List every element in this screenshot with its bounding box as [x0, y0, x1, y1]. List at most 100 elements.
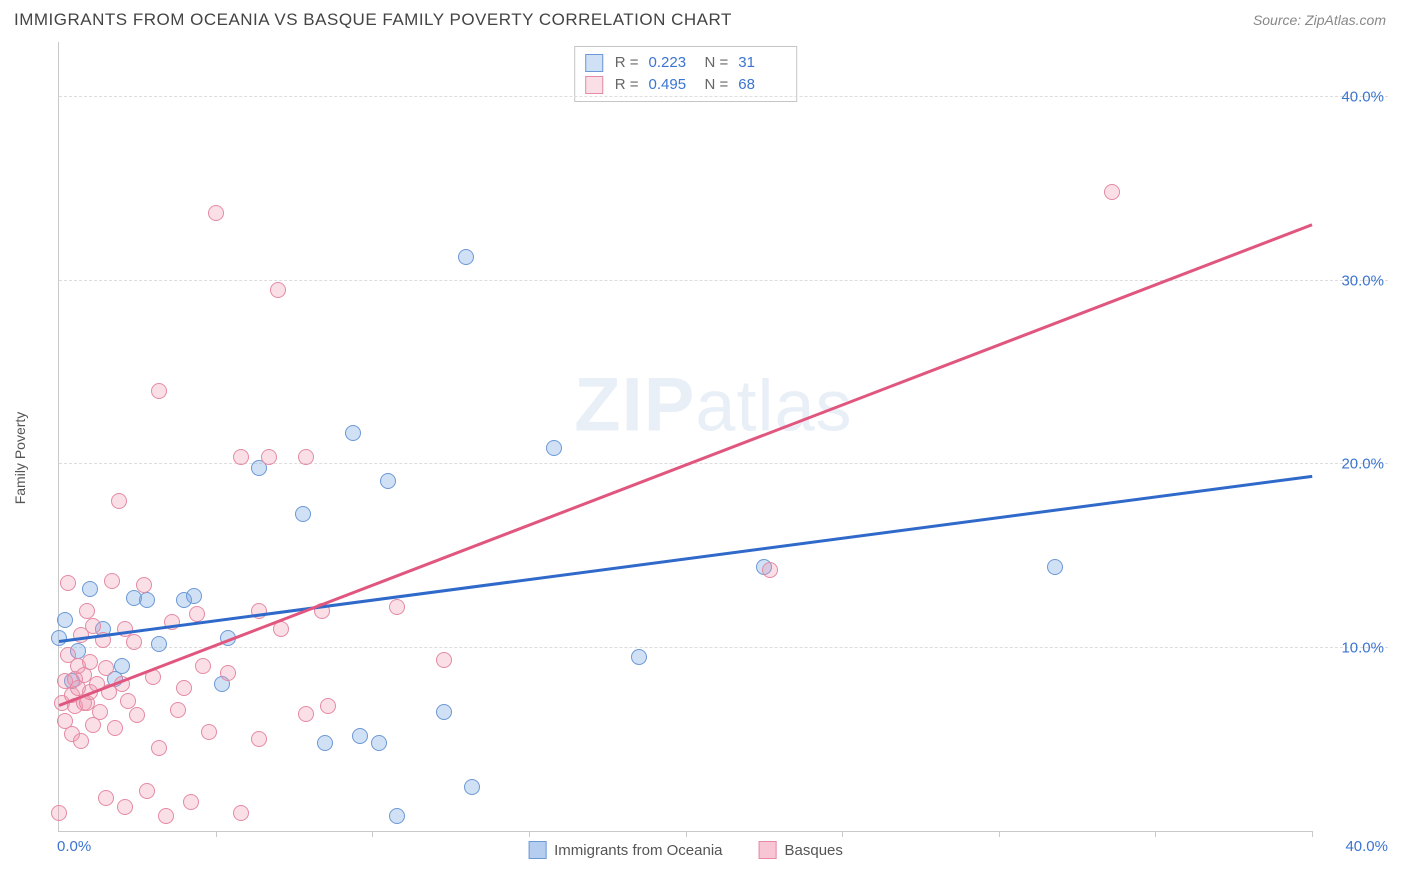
x-tick: [686, 831, 687, 837]
scatter-point-basques: [79, 603, 95, 619]
header: IMMIGRANTS FROM OCEANIA VS BASQUE FAMILY…: [0, 0, 1406, 36]
scatter-point-oceania: [546, 440, 562, 456]
scatter-point-oceania: [82, 581, 98, 597]
scatter-point-basques: [208, 205, 224, 221]
scatter-point-basques: [195, 658, 211, 674]
scatter-point-oceania: [436, 704, 452, 720]
scatter-point-basques: [117, 799, 133, 815]
scatter-point-basques: [126, 634, 142, 650]
scatter-point-basques: [320, 698, 336, 714]
y-axis-label: Family Poverty: [12, 412, 28, 505]
legend-label-basques: Basques: [785, 842, 843, 859]
legend-item-oceania: Immigrants from Oceania: [528, 841, 722, 859]
scatter-point-oceania: [352, 728, 368, 744]
x-tick: [216, 831, 217, 837]
scatter-point-basques: [436, 652, 452, 668]
scatter-point-basques: [98, 660, 114, 676]
scatter-point-oceania: [464, 779, 480, 795]
scatter-point-basques: [1104, 184, 1120, 200]
scatter-point-basques: [762, 562, 778, 578]
scatter-point-oceania: [295, 506, 311, 522]
scatter-point-basques: [151, 740, 167, 756]
scatter-point-basques: [111, 493, 127, 509]
scatter-point-basques: [389, 599, 405, 615]
scatter-point-basques: [220, 665, 236, 681]
scatter-point-basques: [273, 621, 289, 637]
legend-label-oceania: Immigrants from Oceania: [554, 842, 722, 859]
scatter-point-oceania: [458, 249, 474, 265]
n-value-basques: 68: [738, 74, 782, 96]
scatter-point-basques: [92, 704, 108, 720]
scatter-point-oceania: [57, 612, 73, 628]
legend-item-basques: Basques: [759, 841, 843, 859]
scatter-point-oceania: [371, 735, 387, 751]
scatter-point-oceania: [1047, 559, 1063, 575]
scatter-point-basques: [298, 449, 314, 465]
scatter-point-basques: [120, 693, 136, 709]
scatter-point-oceania: [114, 658, 130, 674]
x-max-label: 40.0%: [1316, 838, 1388, 855]
scatter-point-basques: [201, 724, 217, 740]
r-label: R =: [615, 74, 639, 96]
y-tick-label: 40.0%: [1316, 89, 1384, 106]
r-value-basques: 0.495: [649, 74, 693, 96]
legend-correlation: R = 0.223 N = 31 R = 0.495 N = 68: [574, 46, 798, 102]
scatter-point-basques: [139, 783, 155, 799]
scatter-point-basques: [136, 577, 152, 593]
scatter-point-basques: [176, 680, 192, 696]
scatter-point-basques: [233, 805, 249, 821]
r-value-oceania: 0.223: [649, 52, 693, 74]
x-tick: [1312, 831, 1313, 837]
scatter-point-basques: [183, 794, 199, 810]
x-tick: [529, 831, 530, 837]
watermark-rest: atlas: [695, 366, 852, 446]
y-tick-label: 30.0%: [1316, 272, 1384, 289]
scatter-point-basques: [270, 282, 286, 298]
legend-row-oceania: R = 0.223 N = 31: [585, 52, 783, 74]
x-tick: [372, 831, 373, 837]
x-tick: [1155, 831, 1156, 837]
trendline-basques: [59, 223, 1313, 706]
scatter-point-basques: [51, 805, 67, 821]
scatter-point-oceania: [380, 473, 396, 489]
swatch-basques: [585, 76, 603, 94]
trendline-oceania: [59, 474, 1312, 642]
n-label: N =: [705, 74, 729, 96]
scatter-point-oceania: [151, 636, 167, 652]
scatter-point-basques: [82, 654, 98, 670]
scatter-point-basques: [170, 702, 186, 718]
source-label: Source: ZipAtlas.com: [1253, 12, 1386, 28]
scatter-point-basques: [158, 808, 174, 824]
y-tick-label: 10.0%: [1316, 639, 1384, 656]
scatter-point-basques: [85, 618, 101, 634]
gridline: [59, 280, 1388, 281]
y-tick-label: 20.0%: [1316, 456, 1384, 473]
scatter-point-basques: [151, 383, 167, 399]
n-value-oceania: 31: [738, 52, 782, 74]
scatter-point-basques: [298, 706, 314, 722]
scatter-point-basques: [107, 720, 123, 736]
swatch-oceania: [585, 54, 603, 72]
chart-container: Family Poverty ZIPatlas R = 0.223 N = 31…: [14, 42, 1388, 874]
scatter-point-oceania: [345, 425, 361, 441]
r-label: R =: [615, 52, 639, 74]
scatter-point-oceania: [186, 588, 202, 604]
scatter-point-basques: [129, 707, 145, 723]
scatter-point-oceania: [389, 808, 405, 824]
scatter-point-oceania: [317, 735, 333, 751]
plot-area: ZIPatlas R = 0.223 N = 31 R = 0.495 N = …: [58, 42, 1312, 832]
scatter-point-basques: [60, 575, 76, 591]
scatter-point-basques: [98, 790, 114, 806]
scatter-point-oceania: [139, 592, 155, 608]
gridline: [59, 96, 1388, 97]
scatter-point-basques: [104, 573, 120, 589]
x-tick: [842, 831, 843, 837]
n-label: N =: [705, 52, 729, 74]
x-tick: [999, 831, 1000, 837]
scatter-point-basques: [233, 449, 249, 465]
chart-title: IMMIGRANTS FROM OCEANIA VS BASQUE FAMILY…: [14, 10, 732, 30]
x-min-label: 0.0%: [57, 838, 91, 855]
scatter-point-oceania: [631, 649, 647, 665]
watermark: ZIPatlas: [574, 361, 852, 448]
gridline: [59, 647, 1388, 648]
